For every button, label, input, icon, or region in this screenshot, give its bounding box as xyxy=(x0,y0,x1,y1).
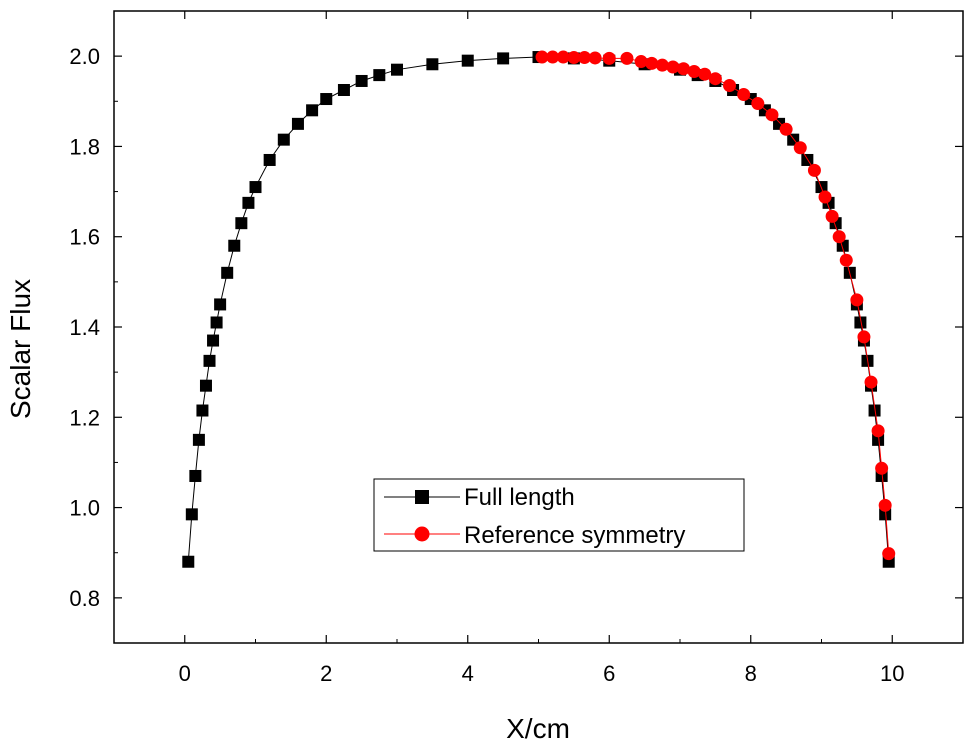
data-point-square xyxy=(373,69,386,82)
data-point-square xyxy=(291,117,304,130)
data-point-circle xyxy=(666,60,680,74)
data-point-square xyxy=(249,181,262,194)
y-tick-label: 1.0 xyxy=(69,496,100,521)
data-point-circle xyxy=(839,253,853,267)
data-point-square xyxy=(263,153,276,166)
series-line xyxy=(542,56,890,554)
data-point-circle xyxy=(602,51,616,65)
data-point-circle xyxy=(687,64,701,78)
data-point-circle xyxy=(655,58,669,72)
data-point-circle xyxy=(634,55,648,69)
x-tick-label: 2 xyxy=(320,661,332,686)
data-point-circle xyxy=(737,88,751,102)
y-tick-label: 1.2 xyxy=(69,405,100,430)
data-point-circle xyxy=(875,461,889,475)
x-tick-label: 4 xyxy=(462,661,474,686)
data-point-square xyxy=(189,469,202,482)
data-point-square xyxy=(854,316,867,329)
data-point-circle xyxy=(698,67,712,81)
legend-label-full-length: Full length xyxy=(464,484,575,511)
data-point-square xyxy=(355,74,368,87)
data-point-circle xyxy=(850,293,864,307)
data-point-square xyxy=(391,63,403,76)
data-point-square xyxy=(879,508,892,521)
data-point-square xyxy=(337,84,350,96)
data-point-circle xyxy=(546,50,560,64)
data-point-circle xyxy=(567,50,581,64)
x-axis-title: X/cm xyxy=(506,713,570,744)
data-point-square xyxy=(277,133,290,146)
data-point-square xyxy=(221,266,234,279)
data-point-square xyxy=(872,433,885,446)
data-point-circle xyxy=(807,163,821,177)
data-point-square xyxy=(320,93,333,106)
y-tick-label: 2.0 xyxy=(69,44,100,69)
data-point-circle xyxy=(818,190,832,204)
data-point-circle xyxy=(620,51,634,65)
data-point-circle xyxy=(645,56,659,70)
data-point-square xyxy=(182,555,195,568)
data-point-square xyxy=(306,104,319,117)
x-tick-label: 0 xyxy=(179,661,191,686)
series-reference-symmetry xyxy=(535,50,896,561)
data-point-circle xyxy=(832,230,846,244)
y-tick-label: 1.8 xyxy=(69,134,100,159)
y-tick-label: 0.8 xyxy=(69,586,100,611)
data-point-square xyxy=(426,58,439,71)
data-point-square xyxy=(242,196,255,209)
legend-box xyxy=(373,478,745,552)
data-point-circle xyxy=(535,50,549,64)
data-point-circle xyxy=(871,424,885,438)
ticks-layer: 0 2 4 6 8 10 0.8 1.0 1.2 1.4 1.6 1.8 2.0 xyxy=(69,10,964,686)
data-point-circle xyxy=(864,375,878,389)
x-tick-label: 6 xyxy=(603,661,615,686)
data-point-circle xyxy=(793,141,807,155)
data-point-circle xyxy=(882,547,896,561)
data-point-square xyxy=(210,316,223,329)
legend-marker-full-length xyxy=(415,490,429,504)
data-point-square xyxy=(185,508,198,521)
data-point-square xyxy=(196,404,209,417)
data-point-circle xyxy=(708,72,722,86)
data-point-square xyxy=(868,404,881,417)
legend-marker-reference-symmetry xyxy=(414,526,430,542)
data-point-circle xyxy=(577,50,591,64)
y-axis-title: Scalar Flux xyxy=(5,279,36,419)
data-point-circle xyxy=(751,97,765,111)
data-point-square xyxy=(203,354,216,367)
data-point-square xyxy=(192,433,205,446)
x-tick-label: 10 xyxy=(880,661,904,686)
legend-label-reference-symmetry: Reference symmetry xyxy=(464,522,685,549)
data-point-square xyxy=(497,52,510,65)
y-tick-label: 1.4 xyxy=(69,315,100,340)
data-point-circle xyxy=(723,78,737,92)
y-tick-label: 1.6 xyxy=(69,225,100,250)
data-point-circle xyxy=(878,498,892,512)
data-point-square xyxy=(199,379,212,392)
data-point-circle xyxy=(556,50,570,64)
x-tick-label: 8 xyxy=(745,661,757,686)
data-point-circle xyxy=(825,209,839,223)
data-point-circle xyxy=(779,122,793,136)
data-point-circle xyxy=(765,108,779,122)
data-point-square xyxy=(235,217,248,230)
legend: Full length Reference symmetry xyxy=(373,478,745,552)
data-point-square xyxy=(228,239,241,252)
series-layer xyxy=(182,50,896,568)
data-point-square xyxy=(207,334,220,347)
data-point-circle xyxy=(677,62,691,76)
data-point-square xyxy=(461,54,474,67)
data-point-circle xyxy=(588,51,602,65)
data-point-square xyxy=(214,298,227,311)
data-point-circle xyxy=(857,330,871,344)
